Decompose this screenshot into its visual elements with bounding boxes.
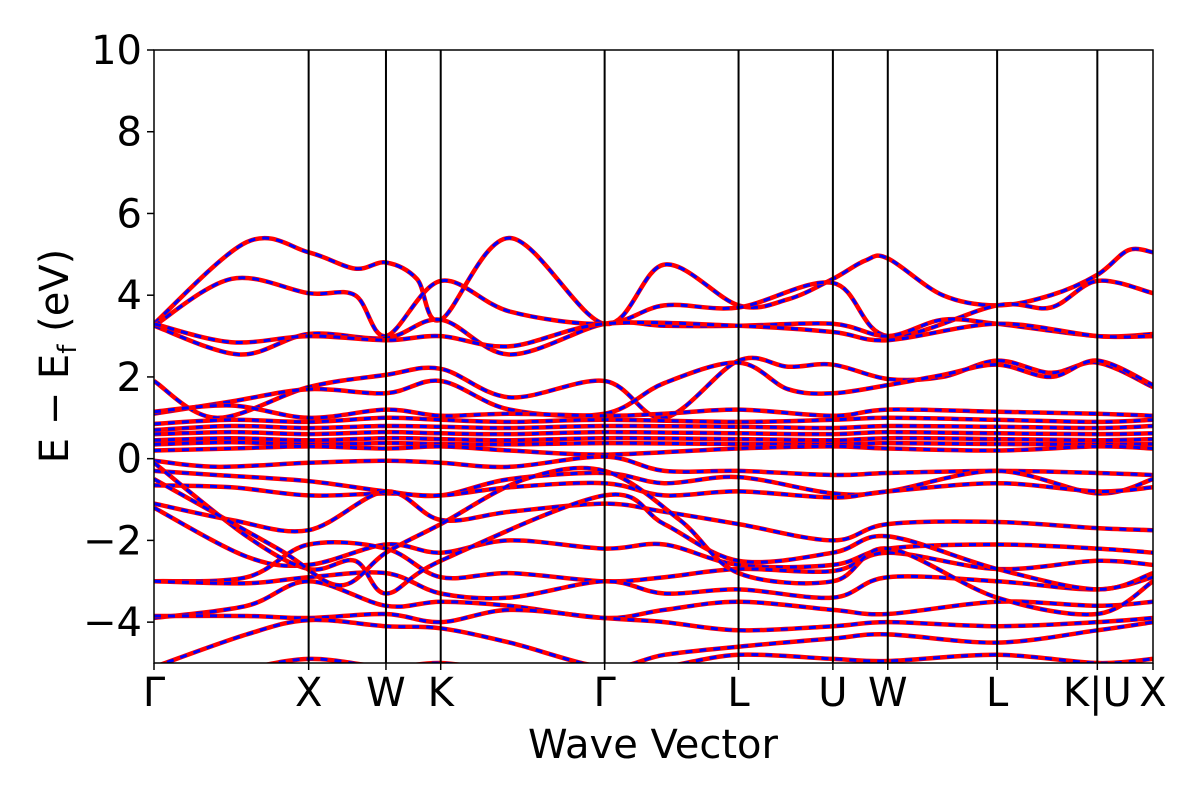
x-tick-label-10: X: [1139, 670, 1166, 716]
x-tick-label-8: L: [986, 670, 1009, 716]
y-tick-label-1: −2: [83, 518, 142, 564]
x-axis-label: Wave Vector: [528, 722, 779, 768]
band-dashed-line-22: [160, 618, 1153, 663]
x-tick-label-3: K: [428, 670, 456, 716]
y-tick-label-5: 6: [117, 191, 142, 237]
band-line-15: [154, 480, 1153, 500]
y-axis-label: E − Ef (eV): [32, 249, 83, 464]
band-line-10: [154, 435, 1153, 443]
x-tick-label-5: L: [727, 670, 750, 716]
x-tick-label-7: W: [868, 670, 908, 716]
x-tick-label-9: K|U: [1063, 670, 1132, 716]
x-tick-label-4: Γ: [593, 670, 616, 716]
y-axis: −4 −2 0 2 4 6 8 10: [83, 28, 154, 646]
band-dashed-line-1: [154, 276, 1153, 338]
band-dashed-line-5: [154, 359, 1153, 418]
x-tick-label-1: X: [295, 670, 322, 716]
band-dashed-line-25: [154, 466, 1153, 616]
band-dashed-line-14: [154, 469, 1153, 498]
band-line-5: [154, 358, 1153, 419]
y-axis-label-subscript: f: [53, 344, 83, 354]
plot-frame: [153, 49, 1154, 664]
band-dashed-line-20: [154, 579, 1153, 620]
band-line-6: [154, 403, 1153, 421]
x-axis: Γ X W K Γ L U W L K|U X: [143, 663, 1167, 716]
y-axis-label-unit: (eV): [32, 249, 78, 345]
y-tick-label-2: 0: [117, 437, 142, 483]
y-tick-label-0: −4: [83, 600, 142, 646]
band-dashed-line-4: [154, 356, 1153, 420]
band-line-11: [154, 440, 1153, 447]
x-tick-label-0: Γ: [143, 670, 166, 716]
y-tick-label-7: 10: [91, 28, 142, 74]
band-line-9: [154, 429, 1153, 437]
y-tick-label-4: 4: [117, 273, 142, 319]
band-dashed-line-0: [154, 236, 1153, 326]
band-dashed-line-2: [154, 317, 1153, 357]
band-dashed-line-6: [154, 403, 1153, 420]
y-tick-label-3: 2: [117, 355, 142, 401]
x-tick-label-2: W: [366, 670, 406, 716]
y-tick-label-6: 8: [117, 110, 142, 156]
kpoint-lines: [307, 50, 1099, 663]
band-dashed-line-24: [154, 461, 1153, 596]
y-axis-label-main: E − E: [32, 354, 78, 464]
band-dashed-line-17: [154, 506, 1153, 569]
bands-layer: [154, 235, 1153, 663]
band-line-8: [154, 423, 1153, 433]
x-tick-label-6: U: [818, 670, 847, 716]
band-dashed-line-21: [154, 608, 1153, 632]
band-dashed-line-23: [267, 653, 1153, 663]
band-line-12: [154, 444, 1153, 457]
